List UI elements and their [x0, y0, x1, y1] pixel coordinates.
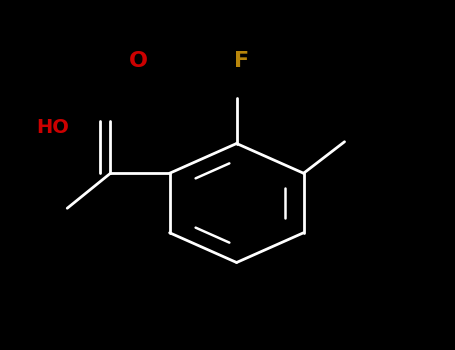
Text: O: O — [129, 51, 148, 71]
Text: HO: HO — [36, 118, 69, 137]
Text: F: F — [233, 51, 249, 71]
